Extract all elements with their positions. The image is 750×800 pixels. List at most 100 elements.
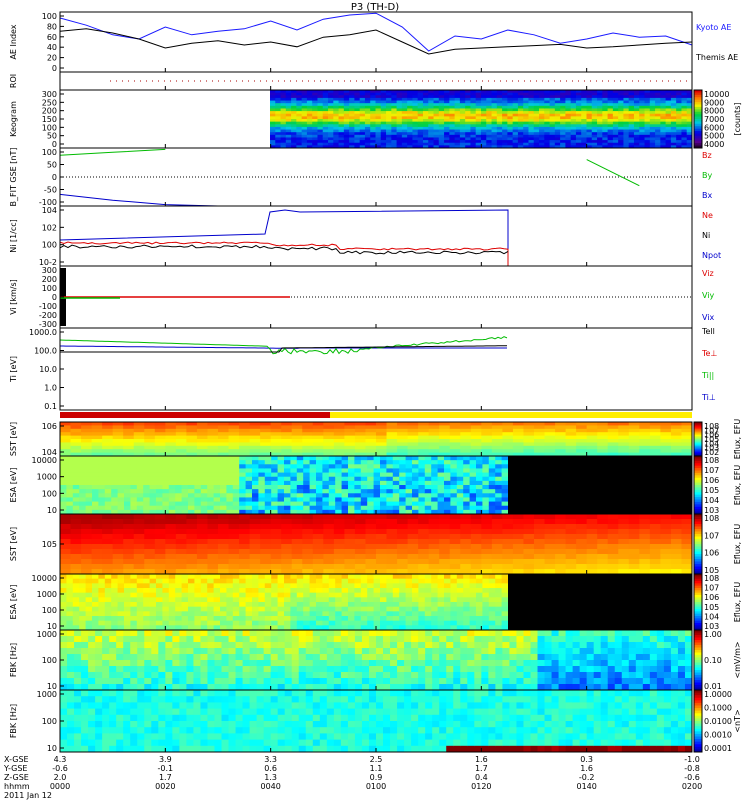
esa1-cell	[232, 472, 240, 478]
keogram-cell	[649, 90, 656, 94]
sst1-cell	[365, 435, 377, 440]
keogram-cell	[560, 103, 566, 107]
sst1-cell	[618, 452, 630, 457]
sst1-cell	[239, 432, 251, 437]
esa1-cell	[92, 489, 99, 494]
sst2-cell	[249, 544, 261, 550]
keogram-cell	[333, 95, 340, 99]
sst1-cell	[565, 442, 577, 447]
esa1-cell	[392, 489, 400, 494]
esa1-cell	[181, 497, 189, 503]
sst1-cell	[418, 439, 430, 443]
esa1-cell	[424, 476, 432, 482]
sst1-cell	[618, 442, 630, 447]
esa1-cell	[239, 497, 247, 503]
keogram-cell	[602, 137, 609, 141]
sst2-cell	[523, 554, 535, 560]
esa2-cell	[156, 616, 163, 622]
esa1-cell	[476, 468, 483, 474]
sst1-cell	[102, 449, 114, 454]
sst2-cell	[481, 529, 493, 535]
sst2-cell	[376, 539, 388, 545]
esa1-cell	[252, 464, 259, 469]
mode-bar-red	[60, 412, 330, 418]
sst1-cell	[534, 428, 546, 433]
keogram-cell	[644, 105, 651, 109]
sst1-cell	[81, 449, 93, 454]
esa2-cell	[264, 606, 272, 612]
keogram-cell	[401, 100, 408, 104]
esa1-cell	[104, 497, 112, 503]
keogram-cell	[628, 137, 635, 141]
keogram-cell	[660, 116, 667, 120]
sst1-cell	[196, 442, 208, 447]
sst2-cell	[618, 539, 630, 545]
esa1-cell	[418, 464, 426, 469]
sst2-cell	[491, 564, 503, 570]
esa1-cell	[213, 456, 221, 461]
fbk1-cell	[67, 678, 75, 685]
esa1-cell	[175, 489, 183, 494]
keogram-cell	[444, 113, 450, 117]
esa2-cell	[380, 616, 387, 622]
esa1-cell	[194, 480, 202, 486]
keogram-cell	[380, 103, 387, 107]
esa2-cell	[232, 625, 240, 631]
sst2-cell	[586, 549, 598, 555]
keogram-cell	[602, 142, 609, 146]
esa2-cell	[264, 574, 272, 580]
esa2-cell	[322, 578, 330, 584]
sst2-cell	[565, 529, 577, 535]
esa1-cell	[328, 468, 336, 474]
keogram-cell	[349, 95, 355, 99]
esa2-cell	[488, 574, 496, 580]
sst2-cell	[660, 519, 672, 525]
keogram-cell	[391, 100, 398, 104]
keogram-cell	[312, 95, 318, 99]
sst1-cell	[102, 435, 114, 440]
keogram-cell	[391, 124, 398, 128]
esa2-cell	[284, 592, 291, 598]
esa1-cell	[367, 456, 375, 461]
esa2-cell	[200, 625, 208, 631]
keogram-cell	[354, 90, 361, 94]
sst1-cell	[249, 422, 261, 426]
esa2-cell	[226, 606, 234, 612]
sst1-cell	[333, 445, 345, 450]
sst2-cell	[260, 529, 272, 535]
keogram-cell	[343, 124, 350, 128]
esa1-cell	[188, 460, 195, 465]
sst1-cell	[649, 435, 661, 440]
sst1-cell	[344, 435, 356, 440]
sst2-cell	[534, 549, 546, 555]
keogram-cell	[275, 92, 282, 96]
sst2-cell	[312, 534, 324, 540]
esa1-cell	[284, 460, 291, 465]
sst1-cell	[607, 449, 619, 454]
esa1-cell	[60, 480, 67, 486]
esa1-cell	[367, 501, 375, 507]
sst1-cell	[365, 445, 377, 450]
esa1-cell	[501, 485, 509, 490]
fbk1-cell	[67, 660, 75, 667]
keogram-cell	[317, 129, 324, 133]
esa1-cell	[290, 505, 298, 511]
esa1-cell	[495, 480, 503, 486]
sst2-cell	[281, 564, 293, 570]
sst2-cell	[618, 524, 630, 530]
esa2-cell	[124, 583, 131, 589]
esa2-cell	[412, 602, 419, 608]
sst2-cell	[534, 529, 546, 535]
esa2-cell	[290, 578, 298, 584]
sst2-cell	[333, 529, 345, 535]
sst1-cell	[270, 439, 282, 443]
esa2-cell	[124, 611, 131, 617]
esa2-cell	[104, 606, 112, 612]
keogram-cell	[612, 105, 619, 109]
keogram-cell	[502, 90, 508, 94]
keogram-cell	[628, 111, 635, 115]
fbk1-cell	[74, 642, 82, 649]
esa1-cell	[117, 509, 125, 515]
esa2-cell	[149, 602, 157, 608]
esa1-cell	[316, 460, 323, 465]
